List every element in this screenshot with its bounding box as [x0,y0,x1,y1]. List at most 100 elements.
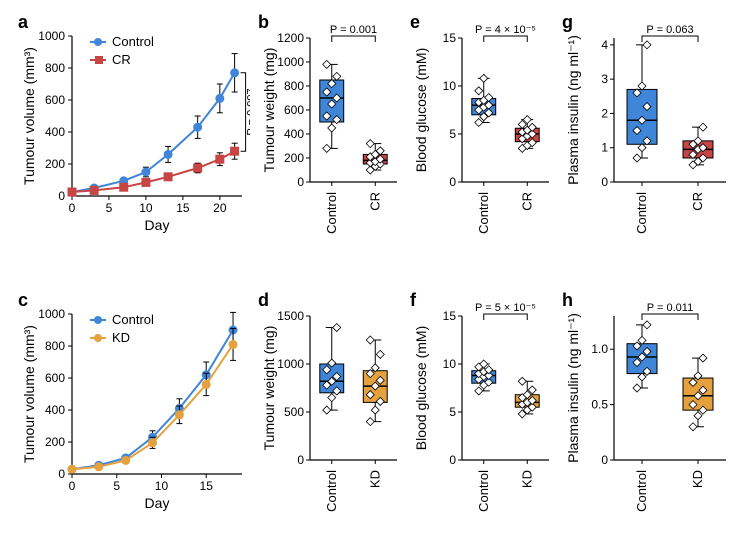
svg-text:Control: Control [634,470,649,512]
svg-text:KD: KD [690,470,705,488]
svg-text:0: 0 [601,453,608,467]
svg-text:CR: CR [690,192,705,211]
box-chart-g: 0 1 2 3 4 Plasma insulin (ng ml⁻¹) Control CR P … [562,12,732,252]
svg-text:4: 4 [601,38,608,52]
panel-letter-h: h [562,290,573,311]
svg-text:0: 0 [69,479,76,493]
svg-text:1200: 1200 [277,31,304,45]
panel-f: f 0 5 10 15 Blood glucose (mM) Control KD P = 5 … [410,290,555,530]
svg-text:Tumour volume (mm³): Tumour volume (mm³) [21,325,37,463]
figure-root: a0200400600800100005101520DayTumour volu… [0,0,748,556]
svg-text:P = 4 × 10⁻⁵: P = 4 × 10⁻⁵ [475,24,536,36]
svg-text:600: 600 [45,93,65,107]
svg-text:200: 200 [45,435,65,449]
svg-text:1000: 1000 [38,307,65,321]
panel-d: d050010001500Tumour weight (mg)ControlKD [258,290,403,530]
svg-text:15: 15 [200,479,214,493]
svg-text:0: 0 [601,175,608,189]
svg-text:800: 800 [284,79,304,93]
svg-text:Blood glucose (mM): Blood glucose (mM) [413,48,429,173]
svg-text:0: 0 [449,453,456,467]
panel-letter-b: b [258,12,269,33]
svg-text:KD: KD [519,470,534,488]
panel-letter-g: g [562,12,573,33]
svg-text:5: 5 [449,405,456,419]
svg-text:KD: KD [112,330,130,345]
panel-letter-e: e [410,12,420,33]
svg-text:0.5: 0.5 [591,398,608,412]
svg-text:10: 10 [139,201,153,215]
svg-text:400: 400 [284,127,304,141]
panel-letter-f: f [410,290,416,311]
svg-text:15: 15 [443,31,457,45]
svg-text:Day: Day [145,217,170,233]
svg-text:1: 1 [601,141,608,155]
svg-text:Control: Control [476,470,491,512]
svg-text:KD: KD [367,470,382,488]
svg-text:1500: 1500 [277,309,304,323]
svg-text:1000: 1000 [277,55,304,69]
svg-text:1.0: 1.0 [591,342,608,356]
svg-text:5: 5 [449,127,456,141]
svg-text:800: 800 [45,61,65,75]
svg-text:0: 0 [58,189,65,203]
svg-text:2: 2 [601,106,608,120]
svg-text:P = 0.063: P = 0.063 [646,24,693,36]
svg-text:Control: Control [634,192,649,234]
svg-text:Tumour weight (mg): Tumour weight (mg) [261,48,277,173]
svg-text:200: 200 [45,157,65,171]
svg-text:200: 200 [284,151,304,165]
box-chart-e: 051015Blood glucose (mM)ControlCRP = 4 ×… [410,12,555,252]
panel-b: b 0 200 400 600 800 1000 1200Tumour weight (mg)… [258,12,403,252]
svg-text:0: 0 [297,453,304,467]
box-chart-b: 0 200 400 600 800 1000 1200Tumour weight (mg) C… [258,12,403,252]
svg-text:P = 5 × 10⁻⁵: P = 5 × 10⁻⁵ [475,302,536,314]
svg-text:CR: CR [367,192,382,211]
svg-text:800: 800 [45,339,65,353]
svg-text:600: 600 [45,371,65,385]
svg-text:Control: Control [112,34,154,49]
svg-text:5: 5 [113,479,120,493]
svg-text:10: 10 [443,357,457,371]
svg-text:600: 600 [284,103,304,117]
svg-text:Plasma insulin (ng ml⁻¹): Plasma insulin (ng ml⁻¹) [565,313,581,463]
box-chart-d: 050010001500Tumour weight (mg)ControlKD [258,290,403,530]
svg-text:CR: CR [112,52,131,67]
panel-letter-a: a [18,12,28,33]
svg-text:10: 10 [155,479,169,493]
svg-text:Plasma insulin (ng ml⁻¹): Plasma insulin (ng ml⁻¹) [565,35,581,185]
line-chart-a: 0200400600800100005101520DayTumour volum… [18,12,250,252]
svg-text:Blood glucose (mM): Blood glucose (mM) [413,326,429,451]
svg-text:500: 500 [284,405,304,419]
svg-text:3: 3 [601,72,608,86]
svg-text:20: 20 [213,201,227,215]
svg-text:Control: Control [324,192,339,234]
svg-text:Tumour volume (mm³): Tumour volume (mm³) [21,47,37,185]
svg-text:400: 400 [45,403,65,417]
panel-c: c 0 200 400 600 800 1000 0 5 10 15 Day Tumour volume… [18,290,250,530]
svg-text:P = 0.001: P = 0.001 [330,24,377,36]
panel-letter-d: d [258,290,269,311]
svg-text:Control: Control [112,312,154,327]
svg-text:CR: CR [519,192,534,211]
svg-text:P = 0.007: P = 0.007 [246,88,250,135]
svg-text:15: 15 [176,201,190,215]
svg-text:0: 0 [69,201,76,215]
panel-h: h 0 0.5 1.0 Plasma insulin (ng ml⁻¹) Control K… [562,290,732,530]
svg-text:5: 5 [106,201,113,215]
panel-letter-c: c [18,290,28,311]
svg-text:0: 0 [297,175,304,189]
svg-text:Control: Control [324,470,339,512]
svg-text:400: 400 [45,125,65,139]
panel-e: e051015Blood glucose (mM)ControlCRP = 4 … [410,12,555,252]
svg-text:15: 15 [443,309,457,323]
svg-text:0: 0 [449,175,456,189]
svg-text:P = 0.011: P = 0.011 [647,302,693,314]
svg-text:0: 0 [58,467,65,481]
svg-text:Control: Control [476,192,491,234]
svg-text:Day: Day [145,495,170,511]
box-chart-f: 0 5 10 15 Blood glucose (mM) Control KD P = 5 ×… [410,290,555,530]
svg-text:Tumour weight (mg): Tumour weight (mg) [261,326,277,451]
panel-g: g 0 1 2 3 4 Plasma insulin (ng ml⁻¹) Control CR P… [562,12,732,252]
panel-a: a0200400600800100005101520DayTumour volu… [18,12,250,252]
